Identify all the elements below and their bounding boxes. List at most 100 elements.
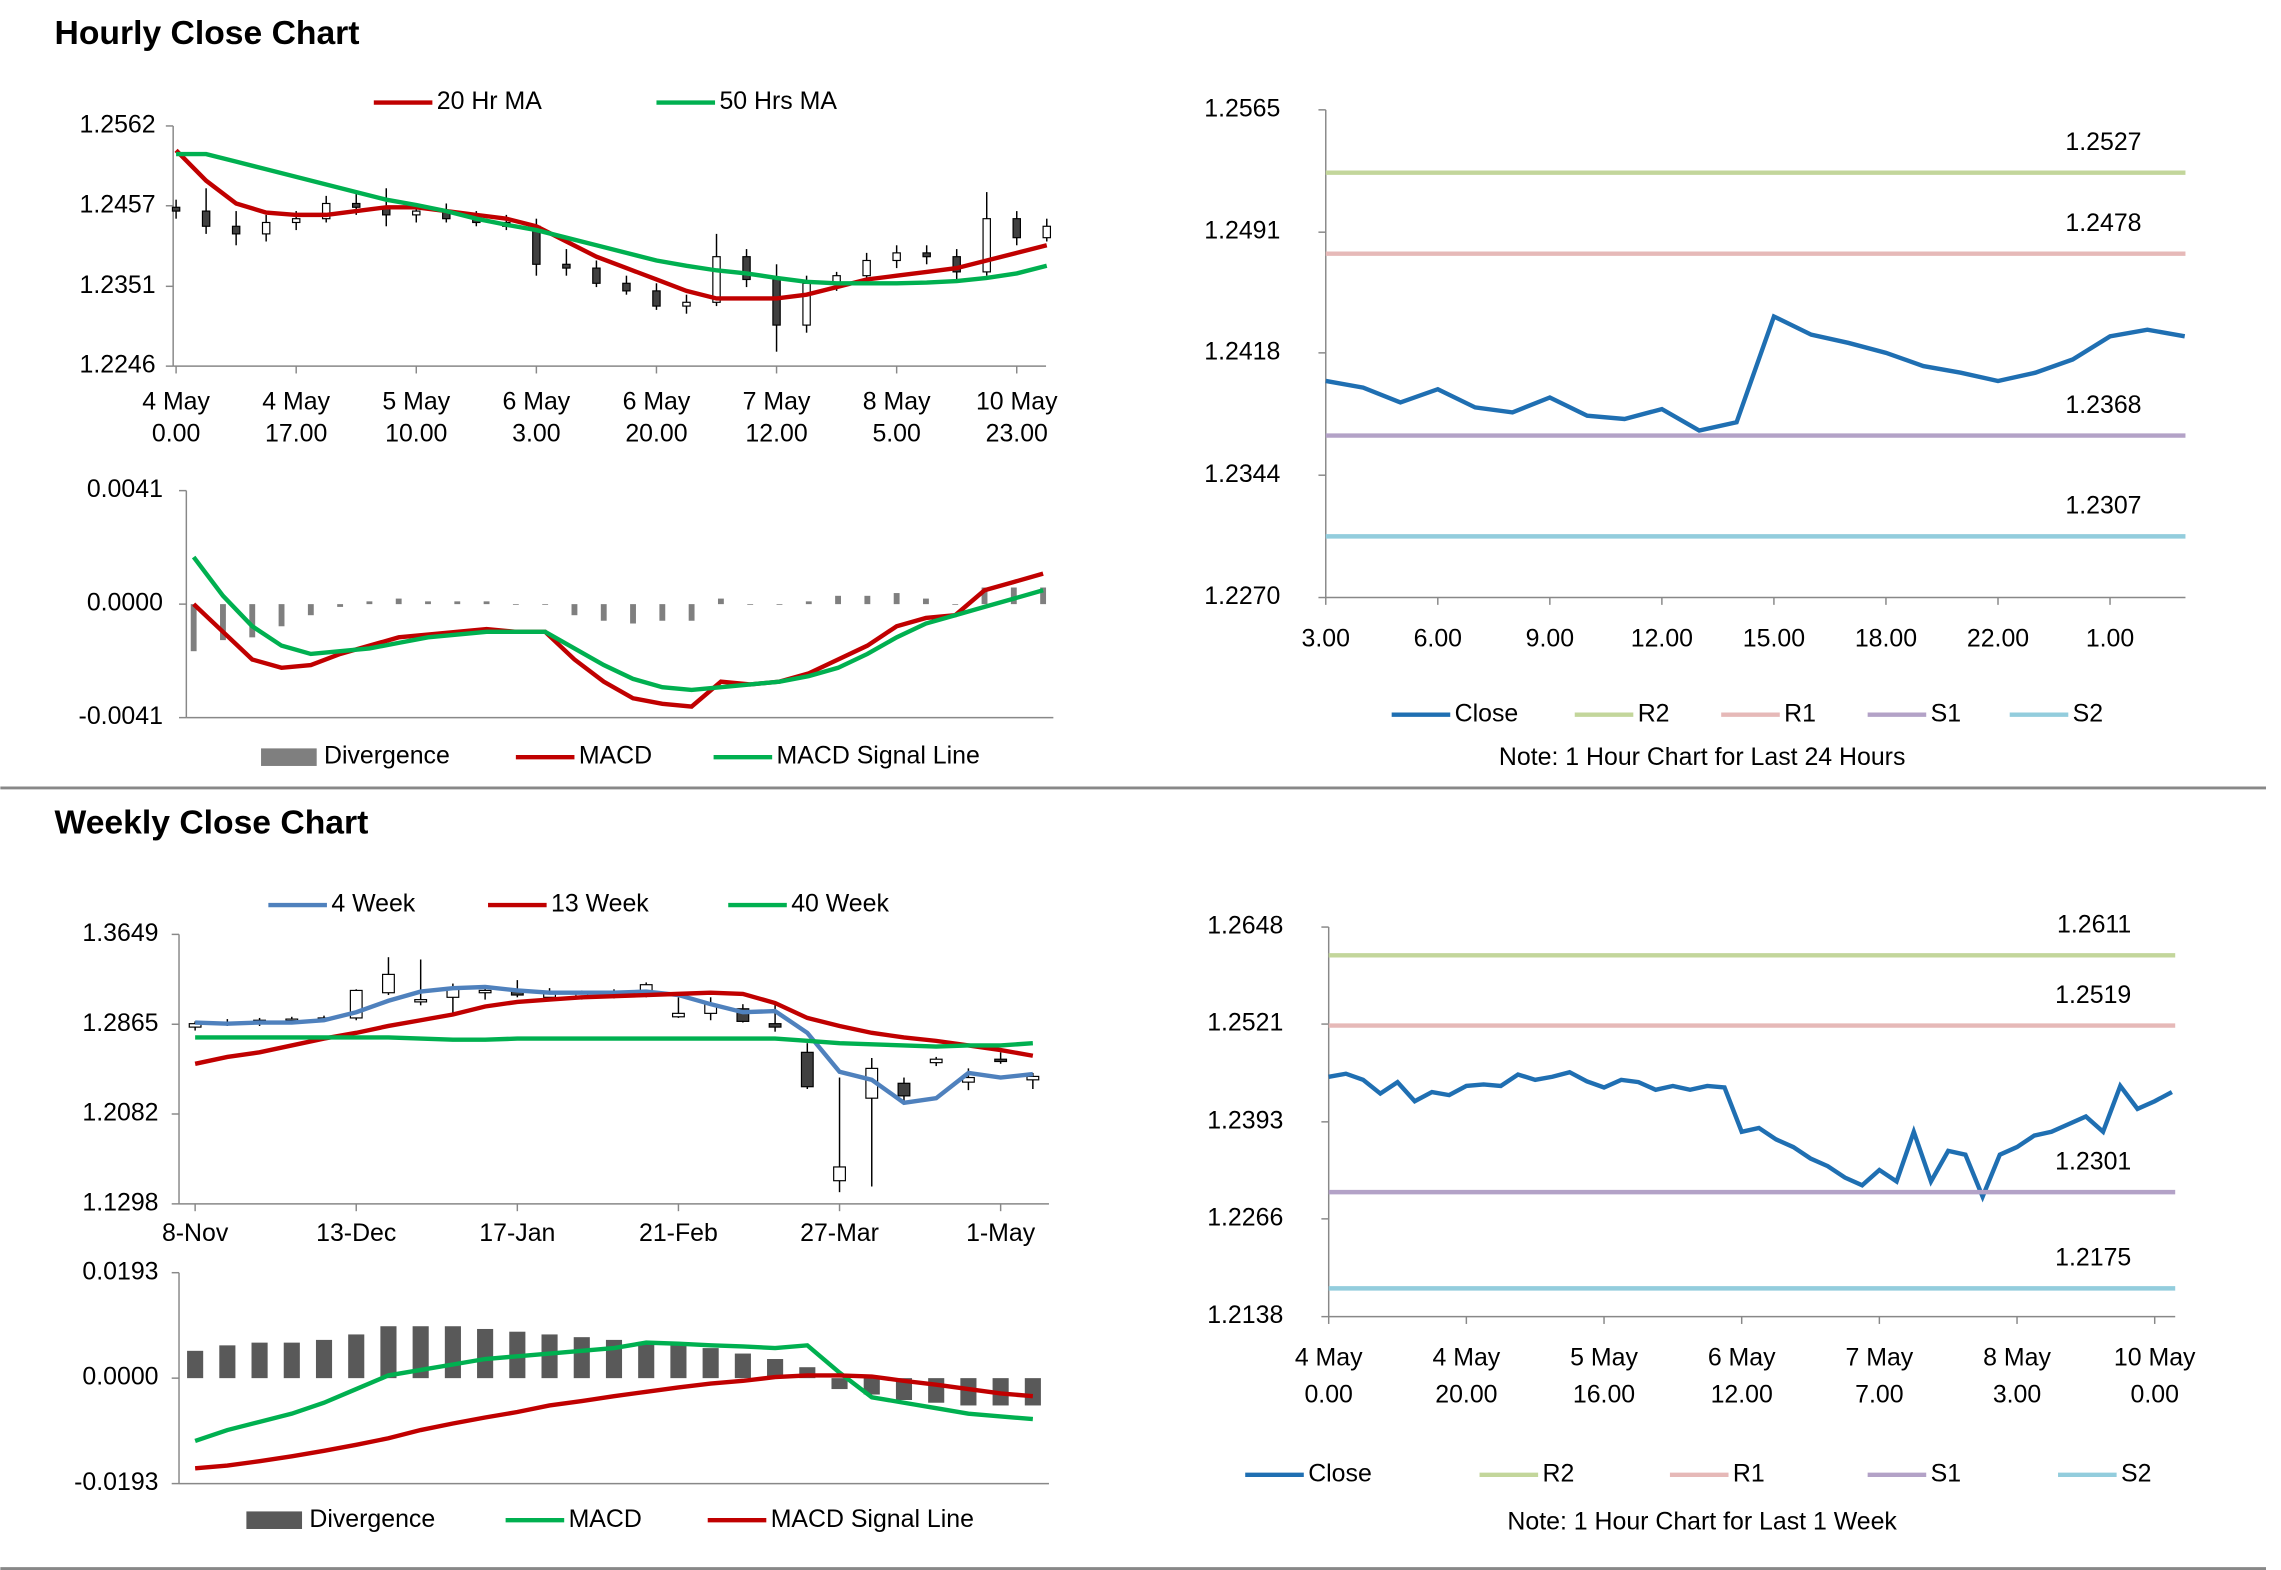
divergence-bar (412, 1326, 429, 1379)
candle-body (929, 1058, 943, 1064)
divergence-bar (512, 604, 519, 605)
candle-body (412, 210, 421, 216)
x-tick-label: 4 May (142, 387, 210, 415)
divergence-bar (1010, 587, 1017, 605)
y-tick-label: 1.3649 (82, 919, 158, 947)
divergence-bar (348, 1334, 365, 1379)
y-tick-label: 1.2865 (82, 1009, 158, 1037)
candle-body (897, 1082, 911, 1097)
divergence-bar (688, 604, 695, 621)
legend-label: MACD (569, 1505, 642, 1533)
divergence-bar (831, 1378, 848, 1390)
x-tick-label: 20.00 (625, 420, 687, 448)
x-tick-label: 5.00 (872, 420, 920, 448)
candle-body (622, 282, 631, 292)
x-tick-label: 10 May (976, 387, 1058, 415)
x-tick-label: 7 May (743, 387, 811, 415)
divergence-bar (220, 604, 226, 641)
series-line (1328, 1069, 2173, 1203)
chart-note: Note: 1 Hour Chart for Last 1 Week (1507, 1508, 1897, 1536)
candle-body (562, 263, 571, 269)
y-tick-label: -0.0041 (79, 702, 163, 730)
level-label: 1.2478 (2065, 209, 2141, 237)
y-tick-label: 0.0000 (82, 1363, 158, 1391)
divergence-bar (702, 1348, 719, 1379)
divergence-bar (960, 1378, 977, 1406)
y-tick-label: 1.2246 (79, 351, 155, 379)
divergence-bar (1040, 587, 1047, 605)
legend-label: 20 Hr MA (437, 87, 542, 115)
legend-label: Divergence (324, 742, 450, 770)
y-tick-label: 1.2266 (1207, 1203, 1283, 1231)
x-tick-label: 5 May (382, 387, 450, 415)
candle-body (351, 202, 361, 208)
x-tick-label: 23.00 (986, 420, 1048, 448)
divergence-bar (863, 1378, 880, 1395)
candle-body (982, 218, 991, 273)
legend-label: 4 Week (331, 890, 415, 918)
divergence-bar (981, 587, 988, 605)
divergence-bar (395, 598, 402, 605)
divergence-bar (893, 593, 900, 605)
y-tick-label: 1.2270 (1204, 582, 1280, 610)
y-tick-label: 1.2393 (1207, 1106, 1283, 1134)
series-line (192, 571, 1044, 709)
divergence-bar (1024, 1378, 1041, 1406)
x-tick-label: 16.00 (1573, 1380, 1635, 1408)
divergence-bar (767, 1359, 784, 1379)
candle-body (742, 256, 751, 281)
candle-body (291, 218, 301, 224)
series-line (176, 151, 1048, 286)
x-tick-label: 13-Dec (316, 1219, 396, 1247)
legend-label: MACD Signal Line (777, 742, 980, 770)
y-tick-label: 1.2648 (1207, 912, 1283, 940)
divergence-bar (454, 601, 461, 605)
divergence-bar (366, 601, 373, 605)
divergence-bar (952, 604, 959, 605)
x-tick-label: 18.00 (1855, 625, 1917, 653)
y-tick-label: 1.2521 (1207, 1009, 1283, 1037)
x-tick-label: 15.00 (1743, 625, 1805, 653)
legend-label: S1 (1931, 1459, 1961, 1487)
level-label: 1.2301 (2055, 1147, 2131, 1175)
candle-body (682, 301, 691, 307)
divergence-bar (444, 1326, 461, 1379)
divergence-bar (670, 1345, 687, 1379)
divergence-bar (864, 595, 871, 605)
candle-body (768, 1023, 782, 1028)
divergence-bar (278, 604, 285, 627)
level-label: 1.2527 (2065, 128, 2141, 156)
y-tick-label: 1.1298 (82, 1188, 158, 1216)
candle-body (892, 252, 901, 262)
legend-label: 40 Week (791, 890, 889, 918)
divergence-bar (747, 604, 754, 605)
x-tick-label: 10.00 (385, 420, 447, 448)
series-line (194, 1340, 1034, 1444)
y-tick-label: 1.2082 (82, 1099, 158, 1127)
candle-body (171, 206, 181, 212)
divergence-bar (477, 1328, 494, 1379)
divergence-bar (573, 1337, 590, 1379)
x-tick-label: 3.00 (1302, 625, 1350, 653)
x-tick-label: 27-Mar (800, 1219, 879, 1247)
series-line (194, 1373, 1034, 1471)
series-line (195, 1035, 1034, 1049)
section-title: Hourly Close Chart (55, 15, 360, 52)
x-tick-label: 6.00 (1414, 625, 1462, 653)
divergence-bar (283, 1342, 300, 1379)
x-tick-label: 4 May (1295, 1344, 1363, 1372)
x-tick-label: 8-Nov (162, 1219, 229, 1247)
legend-label: S1 (1931, 699, 1961, 727)
x-tick-label: 6 May (623, 387, 691, 415)
divergence-bar (249, 604, 256, 638)
divergence-bar (380, 1326, 397, 1379)
x-tick-label: 12.00 (1711, 1380, 1773, 1408)
candle-body (231, 225, 241, 235)
x-tick-label: 10 May (2114, 1344, 2196, 1372)
y-tick-label: 0.0000 (87, 589, 163, 617)
divergence-bar (483, 601, 490, 605)
y-tick-label: 1.2457 (79, 190, 155, 218)
legend-label: 13 Week (551, 890, 649, 918)
